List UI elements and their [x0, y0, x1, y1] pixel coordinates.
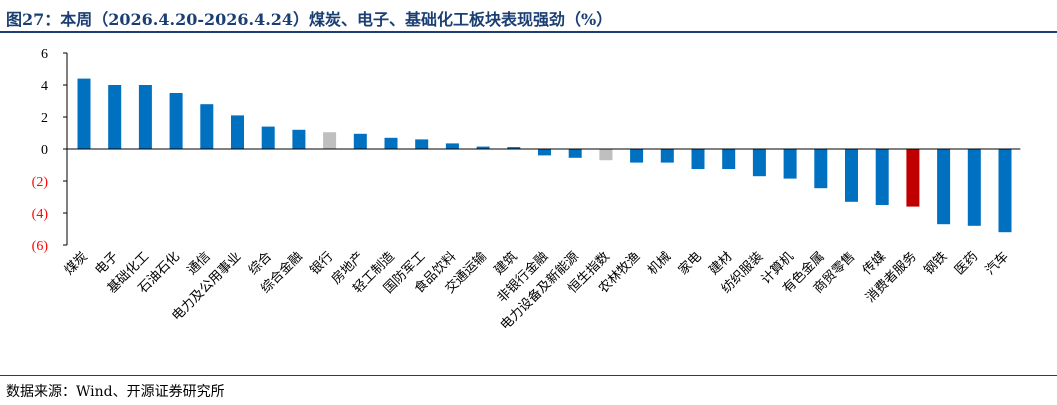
bar [937, 149, 951, 225]
bar [353, 133, 367, 149]
bar [231, 115, 244, 149]
bar [292, 129, 306, 149]
x-category-label: 汽车 [982, 249, 1012, 279]
bar [906, 149, 920, 207]
bar [445, 143, 459, 149]
bar [476, 146, 490, 149]
bar [722, 149, 736, 169]
bar [875, 149, 889, 205]
x-category-label: 家电 [675, 249, 705, 279]
x-category-label: 钢铁 [921, 249, 950, 278]
title-divider [0, 31, 1057, 33]
x-category-label: 煤炭 [62, 249, 91, 278]
bar [845, 149, 858, 202]
bar [261, 126, 275, 149]
bar [200, 104, 214, 149]
y-tick-label: 6 [41, 47, 48, 62]
bar [660, 149, 674, 163]
chart-title: 图27：本周（2026.4.20-2026.4.24）煤炭、电子、基础化工板块表… [6, 10, 613, 29]
source-note: 数据来源：Wind、开源证券研究所 [6, 384, 225, 400]
y-tick-label: (6) [32, 239, 49, 254]
y-tick-label: (2) [32, 175, 49, 190]
bar [630, 149, 644, 163]
bar [138, 85, 152, 149]
bar [108, 85, 122, 149]
bar [967, 149, 981, 226]
bar [538, 149, 551, 156]
bar [415, 139, 429, 149]
bar [783, 149, 797, 179]
bar [691, 149, 705, 169]
bar [752, 149, 766, 177]
y-tick-label: 0 [41, 143, 48, 158]
y-tick-label: 4 [41, 79, 48, 94]
y-tick-label: 2 [41, 111, 48, 126]
bar [77, 78, 91, 149]
bar [384, 137, 398, 149]
bar [599, 149, 613, 161]
bar [998, 149, 1012, 233]
x-category-label: 医药 [952, 249, 981, 278]
footer-divider [0, 375, 1057, 376]
bar [323, 132, 337, 149]
y-tick-label: (4) [32, 207, 49, 222]
bar [568, 149, 582, 158]
x-category-label: 机械 [645, 249, 674, 278]
bar [507, 147, 521, 149]
bar [814, 149, 828, 189]
bar [169, 93, 183, 149]
